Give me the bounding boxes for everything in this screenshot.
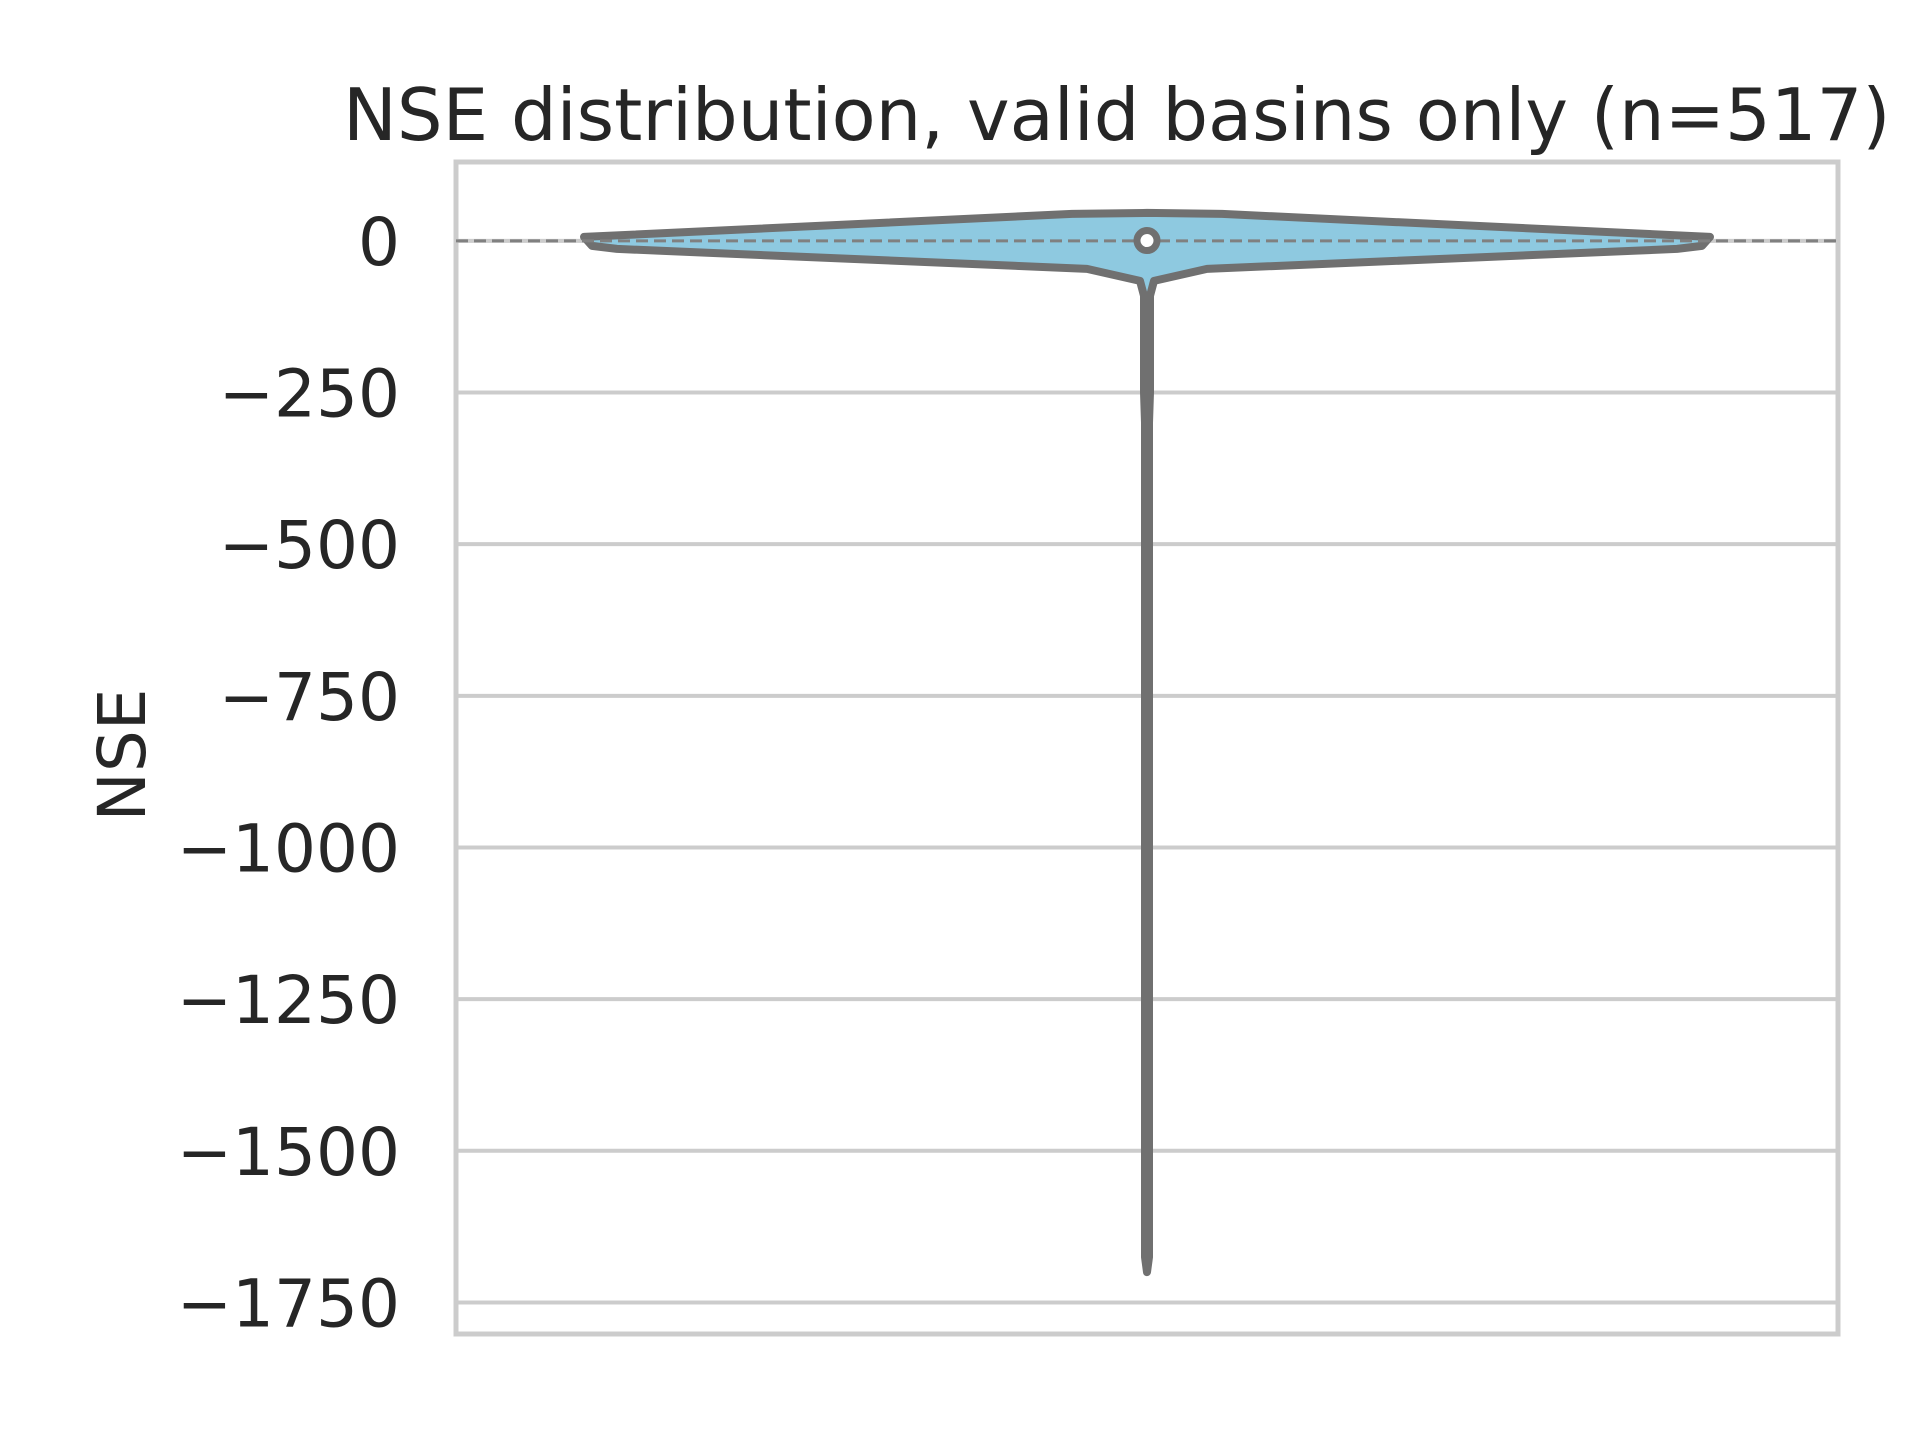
- y-tick-label: −1000: [177, 810, 400, 887]
- median-marker: [1133, 227, 1161, 255]
- y-tick-label: −1750: [177, 1265, 400, 1342]
- y-tick-label: −500: [219, 507, 400, 584]
- y-tick-label: 0: [358, 204, 400, 281]
- chart-title: NSE distribution, valid basins only (n=5…: [343, 73, 1890, 157]
- y-tick-label: −750: [219, 659, 400, 736]
- y-axis-label: NSE: [84, 689, 161, 822]
- y-tick-label: −1250: [177, 962, 400, 1039]
- y-tick-label: −1500: [177, 1114, 400, 1191]
- y-tick-label: −250: [219, 356, 400, 433]
- y-tick-labels: 0 −250 −500 −750 −1000 −1250 −1500 −1750: [177, 204, 400, 1343]
- plot-area-frame: [453, 159, 1841, 1337]
- violin-body: [580, 208, 1714, 1277]
